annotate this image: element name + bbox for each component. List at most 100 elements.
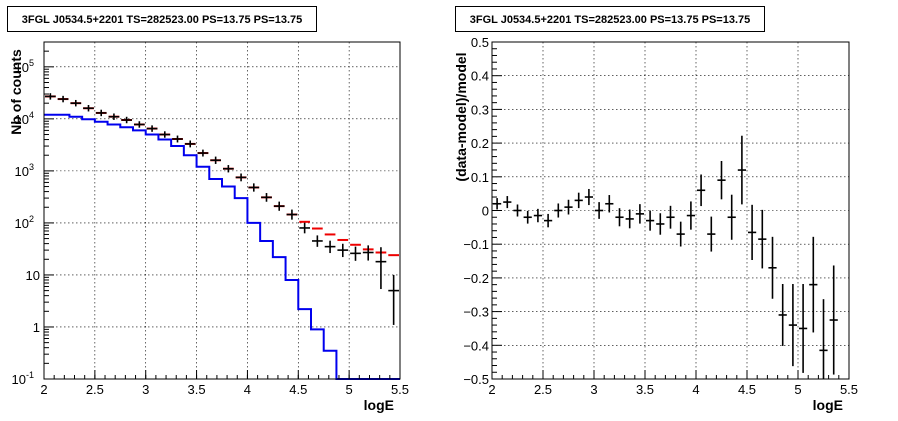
y-tick-label: −0.4 bbox=[463, 338, 489, 353]
data-point bbox=[210, 156, 221, 164]
y-tick-label: 10-1 bbox=[12, 370, 34, 387]
y-tick-label: 1 bbox=[33, 320, 40, 335]
x-tick-label: 3.5 bbox=[188, 382, 206, 397]
residual-point bbox=[686, 201, 695, 230]
x-tick-label: 4.5 bbox=[738, 382, 756, 397]
data-point bbox=[337, 243, 349, 258]
residual-point bbox=[829, 265, 838, 375]
residual-point bbox=[544, 213, 553, 228]
y-tick-label: 0.5 bbox=[471, 35, 489, 50]
y-tick-label: 102 bbox=[15, 214, 34, 231]
data-point bbox=[362, 245, 374, 261]
residual-point bbox=[758, 209, 767, 269]
residual-point bbox=[625, 209, 634, 229]
y-tick-label: −0.2 bbox=[463, 271, 489, 286]
data-point bbox=[70, 99, 82, 107]
data-point bbox=[261, 193, 272, 202]
plot-frame bbox=[43, 41, 401, 380]
model-step-line bbox=[44, 113, 400, 380]
data-point bbox=[172, 135, 183, 143]
residual-point bbox=[615, 208, 624, 227]
y-tick-label: −0.1 bbox=[463, 237, 489, 252]
residual-point bbox=[584, 188, 593, 206]
residual-point bbox=[748, 204, 757, 260]
residual-point bbox=[554, 203, 563, 218]
data-point bbox=[375, 247, 387, 290]
data-point bbox=[273, 201, 285, 211]
residual-point bbox=[676, 221, 685, 247]
y-tick-label: 0 bbox=[482, 204, 489, 219]
grid-lines bbox=[492, 42, 849, 379]
residual-point bbox=[646, 210, 655, 231]
data-point bbox=[121, 116, 132, 124]
residual-point bbox=[666, 205, 675, 229]
data-point bbox=[197, 149, 209, 157]
residual-point bbox=[513, 204, 522, 217]
x-tick-label: 3.5 bbox=[636, 382, 654, 397]
x-axis-label: logE bbox=[364, 397, 394, 413]
x-tick-label: 3 bbox=[142, 382, 149, 397]
residual-point bbox=[503, 196, 512, 209]
grid-lines bbox=[44, 42, 400, 379]
residual-point bbox=[809, 236, 818, 333]
x-tick-label: 5.5 bbox=[840, 382, 858, 397]
data-point bbox=[223, 165, 234, 173]
data-point bbox=[83, 105, 94, 112]
data-point bbox=[57, 95, 69, 103]
x-tick-label: 2.5 bbox=[534, 382, 552, 397]
y-tick-label: 10 bbox=[26, 268, 40, 283]
data-point bbox=[248, 183, 260, 192]
left-chart-title: 3FGL J0534.5+2201 TS=282523.00 PS=13.75 … bbox=[7, 6, 317, 32]
residual-point bbox=[656, 213, 665, 235]
data-point bbox=[108, 113, 120, 120]
x-tick-label: 5.5 bbox=[391, 382, 409, 397]
residual-point bbox=[605, 195, 614, 213]
x-tick-label: 2.5 bbox=[86, 382, 104, 397]
residual-point bbox=[564, 199, 573, 215]
x-axis-label: logE bbox=[813, 397, 843, 413]
residual-point bbox=[799, 284, 808, 373]
data-point bbox=[95, 109, 107, 117]
residual-point bbox=[788, 284, 797, 367]
data-point bbox=[45, 93, 56, 100]
x-tick-label: 2 bbox=[40, 382, 47, 397]
y-tick-label: 105 bbox=[15, 58, 34, 75]
right-chart-title: 3FGL J0534.5+2201 TS=282523.00 PS=13.75 … bbox=[455, 6, 765, 32]
data-point bbox=[159, 131, 171, 138]
y-axis-label: Nb of counts bbox=[8, 49, 24, 135]
y-tick-label: 103 bbox=[15, 162, 34, 179]
x-tick-label: 4 bbox=[244, 382, 251, 397]
x-tick-label: 2 bbox=[488, 382, 495, 397]
residual-point bbox=[533, 208, 542, 223]
y-tick-label: 104 bbox=[15, 110, 34, 127]
data-point bbox=[184, 140, 196, 148]
residual-point bbox=[727, 194, 736, 240]
residual-point bbox=[635, 204, 644, 224]
residuals-chart: 2 2.5 3 3.5 4 4.5 5 5.5 −0.5 −0.4 −0.3 −0.2 −0.1 0 0.1… bbox=[453, 35, 858, 413]
data-point bbox=[324, 240, 336, 254]
residual-point bbox=[717, 161, 726, 200]
residual-point bbox=[574, 192, 583, 209]
residual-point bbox=[523, 210, 532, 224]
residual-point bbox=[707, 216, 716, 252]
x-tick-label: 4 bbox=[692, 382, 699, 397]
data-point bbox=[388, 274, 399, 325]
residual-point bbox=[595, 202, 604, 219]
x-tick-label: 5 bbox=[346, 382, 353, 397]
counts-chart: 2 2.5 3 3.5 4 4.5 5 5.5 10-1 1 10 102 103 104 105 logE N… bbox=[8, 41, 409, 413]
residual-point bbox=[819, 299, 828, 379]
y-tick-label: −0.5 bbox=[463, 372, 489, 387]
y-tick-label: −0.3 bbox=[463, 305, 489, 320]
data-point bbox=[350, 246, 361, 261]
y-tick-label: 0.1 bbox=[471, 170, 489, 185]
residual-point bbox=[737, 135, 746, 205]
data-point bbox=[146, 125, 158, 132]
data-point bbox=[235, 173, 247, 182]
data-point bbox=[286, 209, 298, 220]
residual-point bbox=[778, 284, 787, 346]
y-tick-label: 0.2 bbox=[471, 136, 489, 151]
data-point bbox=[312, 235, 323, 247]
x-tick-label: 3 bbox=[590, 382, 597, 397]
y-tick-label: 0.4 bbox=[471, 69, 489, 84]
